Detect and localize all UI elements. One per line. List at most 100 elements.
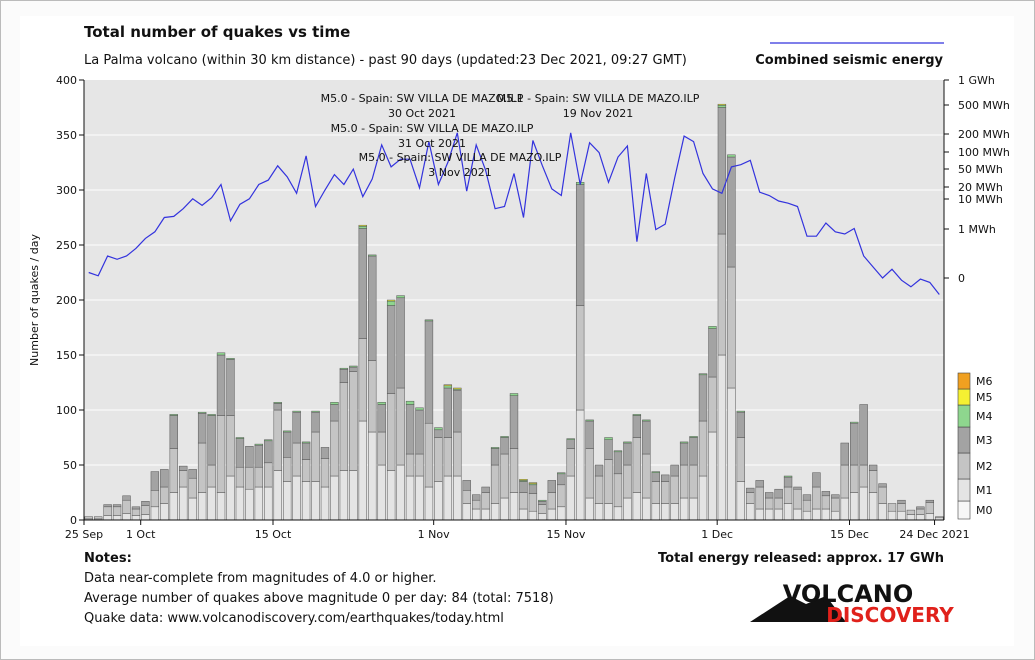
right-tick-label: 0	[958, 272, 965, 285]
bar-segment-m2	[575, 305, 585, 411]
bar-segment-m3	[160, 469, 169, 488]
bar-segment-m4	[311, 410, 320, 413]
bar-segment-m1	[916, 514, 925, 521]
bar-segment-m4	[197, 411, 207, 414]
bar-segment-m2	[717, 233, 727, 356]
bar-segment-m3	[197, 413, 207, 444]
bar-segment-m4	[642, 419, 651, 422]
bar-segment-m2	[679, 464, 689, 499]
legend-swatch-m1	[957, 478, 971, 502]
bar-segment-m1	[320, 486, 330, 521]
bar-segment-m3	[472, 494, 481, 501]
x-tick-label: 24 Dec 2021	[899, 528, 969, 541]
bar-segment-m3	[802, 494, 812, 501]
bar-segment-m2	[746, 492, 755, 504]
right-tick-label: 10 MWh	[958, 193, 1003, 206]
bar-segment-m4	[604, 437, 613, 440]
legend-swatch-m0	[957, 500, 971, 520]
bar-segment-m1	[103, 515, 112, 521]
bar-segment-m3	[245, 446, 254, 468]
bar-segment-m3	[396, 297, 405, 389]
bar-segment-m4	[330, 402, 339, 405]
legend-label-m6: M6	[976, 375, 993, 388]
bar-segment-m2	[273, 409, 282, 471]
bar-segment-m4	[509, 393, 519, 396]
bar-segment-m3	[689, 437, 698, 466]
bar-segment-m4	[396, 295, 405, 299]
bar-segment-m3	[538, 501, 547, 505]
bar-segment-m4	[226, 358, 235, 360]
annotation-line: 31 Oct 2021	[398, 137, 466, 150]
bar-segment-m2	[490, 464, 500, 504]
magnitude-legend: M0 M1 M2 M3 M4 M5 M6	[957, 372, 993, 520]
bar-segment-m2	[160, 486, 169, 504]
bar-segment-m1	[396, 464, 405, 521]
bar-segment-m2	[887, 503, 897, 512]
bar-segment-m4	[292, 410, 301, 413]
bar-segment-m4	[632, 414, 642, 416]
bar-segment-m4	[339, 367, 349, 370]
bar-segment-m1	[821, 508, 831, 521]
bar-segment-m3	[188, 469, 197, 479]
bar-segment-m1	[349, 470, 358, 521]
bar-segment-m4	[557, 472, 566, 475]
bar-segment-m1	[197, 492, 207, 521]
bar-segment-m3	[736, 411, 745, 438]
bar-segment-m3	[575, 184, 585, 306]
bar-segment-m3	[859, 404, 868, 466]
bar-segment-m3	[755, 480, 764, 488]
bar-segment-m3	[235, 438, 245, 468]
y-tick-label: 150	[56, 349, 77, 362]
total-energy: Total energy released: approx. 17 GWh	[658, 551, 944, 566]
bar-segment-m4	[264, 439, 273, 442]
bar-segment-m1	[878, 503, 887, 521]
bar-segment-m2	[264, 462, 273, 488]
bar-segment-m3	[897, 499, 906, 504]
bar-segment-m2	[424, 422, 434, 488]
bar-segment-m1	[547, 508, 556, 521]
bar-segment-m3	[594, 464, 604, 477]
bar-segment-m3	[528, 484, 538, 494]
bar-segment-m4	[566, 438, 575, 440]
volcano-discovery-logo: VOLCANO DISCOVERY	[750, 580, 954, 627]
right-tick-label: 1 GWh	[958, 74, 995, 87]
bar-segment-m3	[661, 474, 670, 482]
bar-segment-m3	[358, 228, 367, 339]
bar-segment-m3	[774, 488, 783, 499]
bar-segment-m2	[188, 477, 197, 499]
bar-segment-m2	[283, 457, 292, 482]
chart-title: Total number of quakes vs time	[84, 23, 350, 41]
bar-segment-m5	[443, 384, 453, 387]
bar-segment-m1	[405, 475, 415, 521]
bar-segment-m2	[604, 459, 613, 504]
bar-segment-m1	[925, 513, 934, 521]
legend-label-m2: M2	[976, 460, 993, 473]
bar-segment-m4	[613, 450, 623, 453]
bar-segment-m1	[472, 508, 481, 521]
bar-segment-m1	[462, 503, 471, 521]
bar-segment-m1	[490, 503, 500, 521]
bar-segment-m3	[320, 447, 330, 459]
bar-segment-m2	[774, 497, 783, 510]
bar-segment-m1	[150, 506, 160, 521]
bar-segment-m2	[330, 420, 339, 477]
bar-segment-m3	[443, 387, 453, 438]
bar-segment-m3	[415, 409, 424, 455]
bar-segment-m1	[330, 475, 339, 521]
bar-segment-m1	[755, 508, 764, 521]
bar-segment-m5	[519, 479, 528, 481]
bar-segment-m2	[509, 448, 519, 493]
bar-segment-m1	[112, 515, 122, 521]
bar-segment-m3	[764, 492, 774, 499]
bar-segment-m1	[632, 492, 642, 521]
bar-segment-m2	[821, 495, 831, 510]
notes-line-3: Quake data: www.volcanodiscovery.com/ear…	[84, 611, 504, 626]
bar-segment-m4	[736, 410, 745, 413]
bar-segment-m1	[519, 508, 528, 521]
bar-segment-m3	[670, 464, 679, 477]
bar-segment-m1	[188, 497, 197, 521]
energy-legend-label: Combined seismic energy	[755, 53, 943, 68]
right-axis-ticks: 1 GWh 500 MWh 200 MWh 100 MWh 50 MWh 20 MWh10…	[944, 74, 1010, 285]
bar-segment-m2	[216, 415, 226, 493]
